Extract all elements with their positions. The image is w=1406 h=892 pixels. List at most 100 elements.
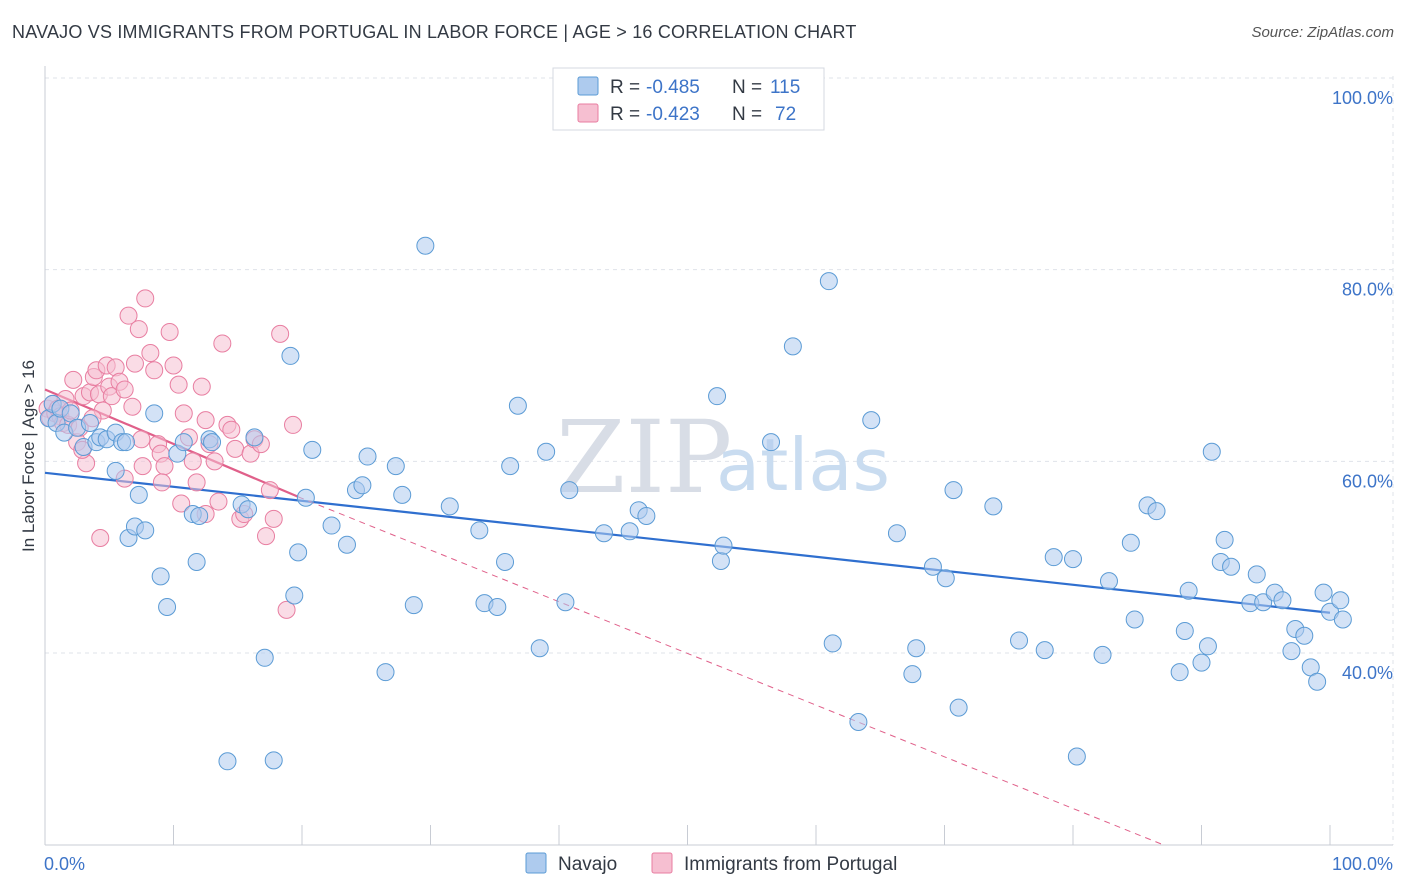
portugal-point <box>187 473 206 492</box>
navajo-point <box>1198 637 1217 656</box>
portugal-point <box>141 344 160 363</box>
navajo-point <box>637 506 656 525</box>
legend-swatch-navajo <box>577 76 599 96</box>
navajo-point <box>887 524 906 543</box>
navajo-point <box>1282 642 1301 661</box>
navajo-point <box>158 598 177 616</box>
navajo-point <box>1179 581 1198 600</box>
navajo-point <box>218 752 237 771</box>
source-label: Source: ZipAtlas.com <box>1251 24 1394 41</box>
navajo-point <box>264 751 283 770</box>
navajo-point <box>174 433 193 452</box>
portugal-point <box>284 415 303 434</box>
navajo-point <box>289 543 308 562</box>
axes <box>44 66 1393 846</box>
navajo-point <box>714 536 733 555</box>
portugal-point <box>183 452 202 471</box>
y-tick-labels: 40.0% 60.0% 80.0% 100.0% <box>1332 88 1393 683</box>
portugal-point <box>172 494 191 513</box>
portugal-point <box>152 473 171 492</box>
navajo-point <box>203 433 222 452</box>
portugal-point <box>160 322 179 341</box>
bottom-legend-portugal: Immigrants from Portugal <box>684 854 897 875</box>
portugal-point <box>209 492 228 511</box>
navajo-point <box>116 433 135 452</box>
navajo-point <box>556 593 575 612</box>
legend-n-value-2: 72 <box>775 104 796 125</box>
portugal-point <box>264 509 283 528</box>
navajo-point <box>1064 550 1082 569</box>
navajo-point <box>849 713 868 731</box>
navajo-point <box>1331 591 1350 610</box>
navajo-point <box>1308 672 1327 691</box>
navajo-point <box>1254 593 1273 612</box>
navajo-point <box>285 586 304 605</box>
watermark: ZIP atlas <box>556 399 890 516</box>
navajo-point <box>136 521 155 540</box>
navajo-point <box>1215 530 1234 549</box>
portugal-point <box>64 370 83 389</box>
navajo-point <box>404 596 423 615</box>
bottom-legend: Navajo Immigrants from Portugal <box>525 852 897 875</box>
bottom-legend-swatch-navajo <box>525 852 547 874</box>
navajo-point <box>949 698 968 717</box>
portugal-point <box>133 457 152 476</box>
navajo-point <box>255 648 274 667</box>
bottom-legend-navajo: Navajo <box>558 854 617 875</box>
navajo-point <box>80 414 99 432</box>
navajo-point <box>1273 591 1292 610</box>
navajo-point <box>1121 533 1140 552</box>
navajo-point <box>416 236 435 255</box>
navajo-point <box>129 485 148 504</box>
navajo-point <box>1099 572 1118 591</box>
portugal-point <box>271 324 290 343</box>
legend-r-value-2: -0.423 <box>646 104 700 125</box>
navajo-point <box>1067 747 1086 766</box>
navajo-point <box>823 634 842 653</box>
portugal-point <box>164 356 183 375</box>
portugal-point <box>277 600 296 619</box>
legend: R = -0.485 N = 115 R = -0.423 N = 72 <box>552 67 825 131</box>
navajo-point <box>530 639 549 658</box>
portugal-point <box>136 289 155 308</box>
portugal-point <box>119 306 138 325</box>
navajo-point <box>783 337 802 356</box>
navajo-point <box>145 404 164 423</box>
portugal-point <box>196 411 215 430</box>
y-tick-label: 80.0% <box>1342 280 1393 300</box>
navajo-point <box>245 428 264 447</box>
y-tick-label: 60.0% <box>1342 471 1393 491</box>
navajo-point <box>903 665 922 684</box>
navajo-point <box>594 524 613 543</box>
navajo-point <box>106 461 125 480</box>
legend-n-value-1: 115 <box>770 77 800 98</box>
navajo-point <box>239 500 258 519</box>
navajo-point <box>862 411 881 430</box>
legend-r-label-2: R = <box>610 104 640 125</box>
navajo-points <box>39 236 1352 771</box>
portugal-point <box>192 377 211 396</box>
portugal-point <box>169 375 188 394</box>
navajo-point <box>1044 548 1063 567</box>
portugal-point <box>129 320 148 339</box>
navajo-point <box>470 521 489 540</box>
navajo-point <box>1175 621 1194 640</box>
navajo-point <box>1192 653 1211 672</box>
navajo-point <box>386 457 405 476</box>
navajo-trend-line <box>44 471 1331 614</box>
y-tick-label: 100.0% <box>1332 88 1393 108</box>
navajo-point <box>296 488 315 507</box>
portugal-point <box>213 334 232 353</box>
navajo-point <box>1222 557 1241 576</box>
y-tick-label: 40.0% <box>1342 663 1393 683</box>
navajo-point <box>819 272 838 291</box>
navajo-point <box>190 506 209 525</box>
navajo-point <box>1093 645 1112 664</box>
navajo-point <box>1202 442 1221 461</box>
portugal-point <box>174 404 193 423</box>
watermark-atlas: atlas <box>716 423 890 507</box>
portugal-point <box>145 361 164 380</box>
trend-lines <box>44 388 1331 846</box>
navajo-point <box>322 516 341 535</box>
